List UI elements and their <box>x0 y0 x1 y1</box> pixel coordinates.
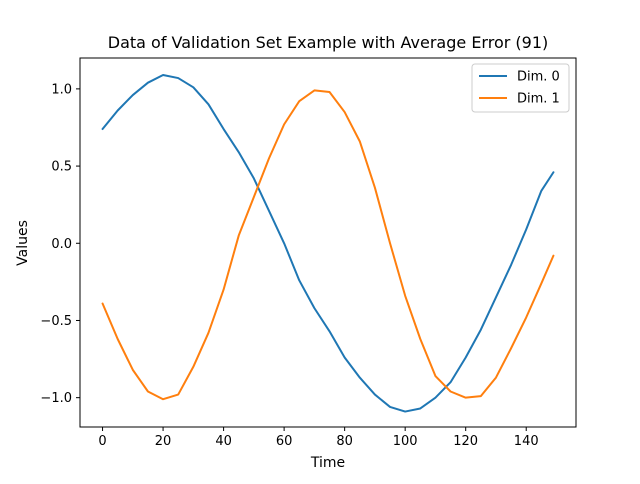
x-tick-label: 100 <box>393 434 418 449</box>
series-line-dim-0 <box>101 73 555 413</box>
chart-title: Data of Validation Set Example with Aver… <box>108 33 549 52</box>
legend-items: Dim. 0 Dim. 1 <box>479 70 560 107</box>
y-tick-label: 0.0 <box>51 237 72 252</box>
plot-area <box>79 57 577 428</box>
legend-label: Dim. 1 <box>517 92 560 107</box>
y-axis: −1.0 −0.5 0.0 0.5 1.0 <box>40 82 80 406</box>
x-tick-label: 20 <box>155 434 172 449</box>
plot-frame <box>79 57 577 428</box>
x-tick-label: 80 <box>336 434 353 449</box>
y-axis-label: Values <box>15 220 31 266</box>
x-tick-label: 60 <box>276 434 293 449</box>
series-line-dim-1 <box>101 89 555 401</box>
y-tick-label: −1.0 <box>40 391 72 406</box>
legend-label: Dim. 0 <box>517 70 560 85</box>
series-layer <box>101 73 555 413</box>
y-tick-label: 0.5 <box>51 160 72 175</box>
y-tick-label: −0.5 <box>40 314 72 329</box>
legend: Dim. 0 Dim. 1 <box>471 63 570 113</box>
x-tick-label: 140 <box>514 434 539 449</box>
x-tick-label: 40 <box>215 434 232 449</box>
x-axis-label: Time <box>310 455 345 471</box>
x-tick-label: 120 <box>453 434 478 449</box>
y-tick-label: 1.0 <box>51 82 72 97</box>
x-axis: 0 20 40 60 80 100 120 140 <box>98 427 539 449</box>
x-tick-label: 0 <box>98 434 106 449</box>
